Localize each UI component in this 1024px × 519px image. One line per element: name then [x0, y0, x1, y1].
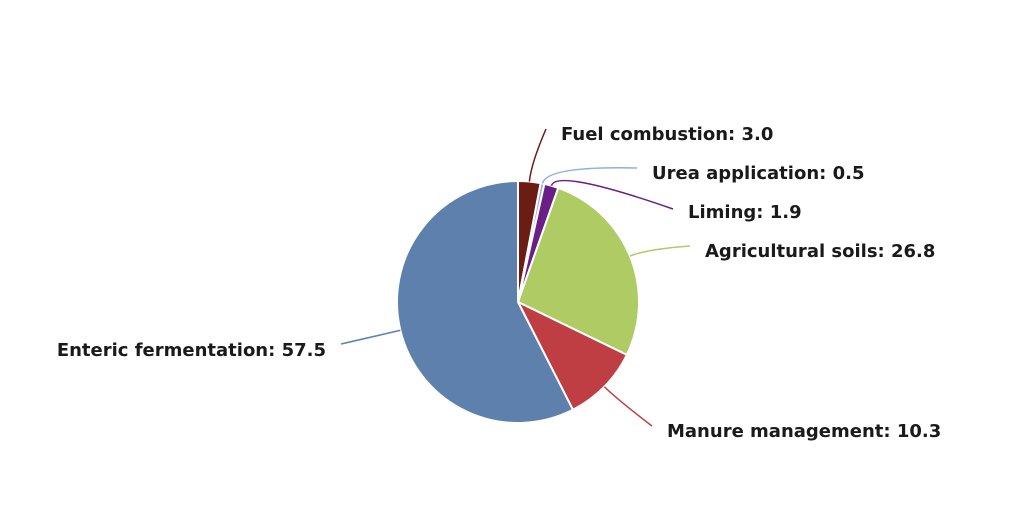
pie-slice-manure-management: [515, 299, 629, 412]
leader-line-urea-application: [541, 167, 638, 184]
label-agricultural-soils: Agricultural soils: 26.8: [705, 241, 935, 262]
data-labels: Fuel combustion: 3.0 Urea application: 0…: [57, 124, 941, 442]
leader-line-fuel-combustion: [528, 128, 547, 182]
label-fuel-combustion: Fuel combustion: 3.0: [561, 124, 773, 145]
leader-line-enteric-fermentation: [340, 329, 401, 345]
leader-line-liming: [550, 179, 674, 210]
pie-slice-enteric-fermentation: [396, 179, 575, 424]
pie-slice-agricultural-soils: [516, 186, 640, 357]
label-enteric-fermentation: Enteric fermentation: 57.5: [57, 340, 326, 361]
label-manure-management: Manure management: 10.3: [667, 421, 941, 442]
label-urea-application: Urea application: 0.5: [652, 163, 865, 184]
leader-line-manure-management: [603, 386, 653, 427]
pie-slices: [396, 179, 640, 424]
label-liming: Liming: 1.9: [688, 202, 802, 223]
leader-lines: [340, 128, 691, 427]
leader-line-agricultural-soils: [629, 245, 691, 257]
